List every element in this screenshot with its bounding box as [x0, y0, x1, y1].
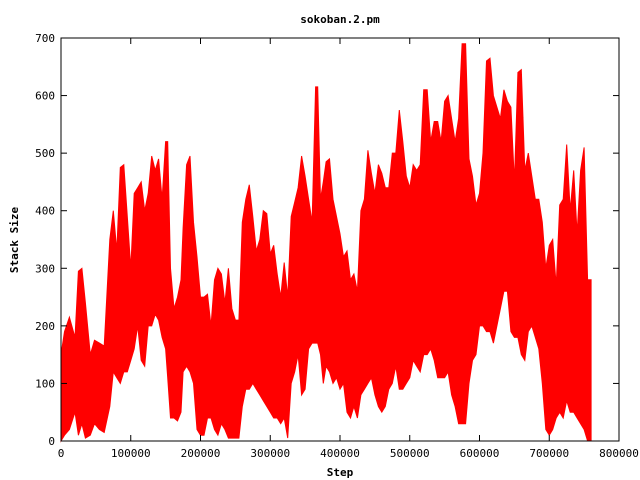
x-tick-label: 800000 — [599, 447, 639, 460]
x-tick-label: 100000 — [111, 447, 151, 460]
x-tick-label: 600000 — [460, 447, 500, 460]
y-tick-label: 600 — [35, 90, 55, 103]
plot-frame — [60, 37, 620, 442]
series-0-strokes — [60, 43, 591, 441]
x-tick-label: 700000 — [529, 447, 569, 460]
y-tick-label: 0 — [48, 435, 55, 448]
chart-title: sokoban.2.pm — [300, 13, 380, 26]
x-tick-label: 200000 — [181, 447, 221, 460]
x-tick-label: 0 — [58, 447, 65, 460]
y-tick-label: 400 — [35, 205, 55, 218]
y-tick-label: 500 — [35, 147, 55, 160]
y-tick-label: 200 — [35, 320, 55, 333]
y-tick-label: 300 — [35, 262, 55, 275]
x-tick-label: 400000 — [320, 447, 360, 460]
y-axis-label: Stack Size — [8, 207, 21, 274]
x-tick-label: 300000 — [250, 447, 290, 460]
series-layer — [60, 43, 592, 443]
x-tick-label: 500000 — [390, 447, 430, 460]
x-axis-label: Step — [327, 466, 354, 479]
y-tick-label: 700 — [35, 32, 55, 45]
y-tick-label: 100 — [35, 377, 55, 390]
